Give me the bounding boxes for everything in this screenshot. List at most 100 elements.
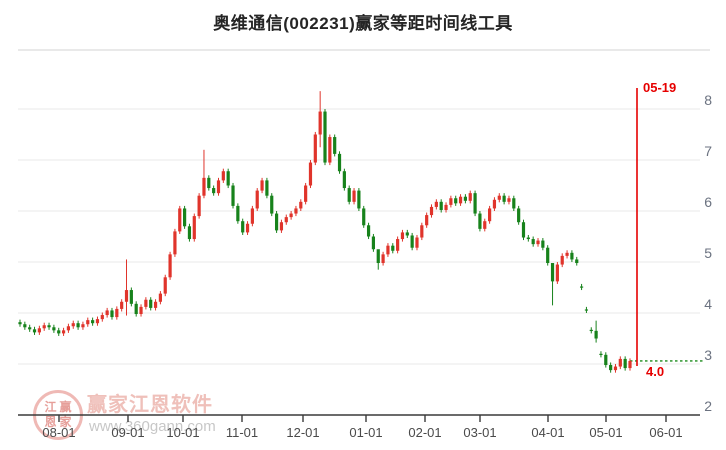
x-tick-label: 08-01 <box>42 425 75 440</box>
candle-body <box>609 365 613 371</box>
candle-body <box>187 226 192 240</box>
candle-body <box>618 358 622 367</box>
x-tick-label: 10-01 <box>166 425 199 440</box>
candle-body <box>110 310 114 318</box>
candle-body <box>57 330 61 334</box>
candle-body <box>512 198 516 209</box>
candle-body <box>226 171 230 186</box>
y-tick-label: 5 <box>704 245 712 261</box>
candle-body <box>241 221 245 233</box>
candle-body <box>149 299 153 308</box>
candle-body <box>352 190 356 202</box>
candle-body <box>439 201 443 210</box>
candle-body <box>420 225 424 238</box>
candle-body <box>536 240 540 245</box>
candle-body <box>449 198 453 205</box>
candle-body <box>541 240 545 248</box>
candle-body <box>381 254 385 264</box>
candle-body <box>478 213 482 229</box>
y-tick-label: 4 <box>704 296 712 312</box>
candle-body <box>488 208 492 222</box>
candle-body <box>313 134 317 163</box>
candle-body <box>197 195 201 217</box>
x-tick-label: 01-01 <box>349 425 382 440</box>
candle-body <box>270 195 274 214</box>
candle-body <box>328 137 332 163</box>
x-tick-label: 12-01 <box>286 425 319 440</box>
y-tick-label: 8 <box>704 92 712 108</box>
candle-body <box>61 330 66 334</box>
candle-body <box>134 303 138 315</box>
candle-body <box>71 323 75 327</box>
y-tick-label: 6 <box>704 194 712 210</box>
candle-body <box>255 190 259 209</box>
candle-body <box>425 215 429 226</box>
candle-body <box>231 185 235 206</box>
candle-body <box>623 358 627 369</box>
x-tick-label: 03-01 <box>463 425 496 440</box>
candle-body <box>158 293 162 302</box>
candle-body <box>178 208 182 232</box>
candle-body <box>144 299 148 307</box>
candle-body <box>81 324 85 328</box>
candle-body <box>304 185 308 202</box>
candle-body <box>216 180 221 194</box>
candle-body <box>105 310 109 316</box>
candle-body <box>168 254 172 278</box>
candle-body <box>76 323 80 328</box>
watermark-brand: 赢家江恩软件 <box>87 394 213 416</box>
candle-body <box>405 232 409 236</box>
candle-body <box>236 205 240 222</box>
candle-body <box>628 360 632 369</box>
candle-body <box>376 249 380 264</box>
candle-body <box>386 245 390 255</box>
x-tick-label: 11-01 <box>226 425 258 440</box>
candle-body <box>371 236 376 250</box>
candle-body <box>507 198 511 202</box>
candle-body <box>86 320 90 325</box>
y-tick-label: 2 <box>704 398 712 414</box>
candle-body <box>575 259 579 264</box>
candle-body <box>599 353 603 355</box>
candle-body <box>458 196 463 204</box>
candle-body <box>473 193 477 214</box>
candle-body <box>429 206 434 216</box>
candle-body <box>362 208 366 226</box>
candle-body <box>366 225 371 237</box>
candle-body <box>468 193 472 201</box>
candle-body <box>531 239 535 245</box>
candle-body <box>173 231 177 255</box>
y-tick-label: 7 <box>704 143 712 159</box>
page-title: 奥维通信(002231)赢家等距时间线工具 <box>213 14 513 33</box>
candle-body <box>347 188 351 202</box>
candle-body <box>124 290 129 302</box>
x-tick-label: 02-01 <box>408 425 441 440</box>
candle-body <box>18 322 22 325</box>
candle-body <box>337 153 342 172</box>
candle-body <box>115 308 119 318</box>
candle-body <box>333 137 337 154</box>
candle-body <box>444 204 448 210</box>
candle-body <box>42 325 46 329</box>
candle-body <box>400 232 405 240</box>
candle-body <box>32 329 37 333</box>
candle-body <box>192 216 196 240</box>
candle-body <box>23 324 27 328</box>
candle-body <box>410 235 414 248</box>
candle-body <box>308 162 313 186</box>
x-tick-label: 05-01 <box>589 425 622 440</box>
candle-body <box>37 328 41 333</box>
candle-body <box>289 213 293 218</box>
candle-body <box>521 222 526 238</box>
candle-body <box>589 329 593 332</box>
brand-seal-characters: 江赢恩家 <box>43 400 73 430</box>
candle-body <box>100 315 104 320</box>
candle-body <box>299 201 303 209</box>
candle-body <box>483 221 487 229</box>
candle-body <box>560 255 564 265</box>
candle-body <box>613 366 618 371</box>
x-tick-label: 09-01 <box>111 425 144 440</box>
candle-body <box>47 325 51 328</box>
y-tick-label: 3 <box>704 347 712 363</box>
